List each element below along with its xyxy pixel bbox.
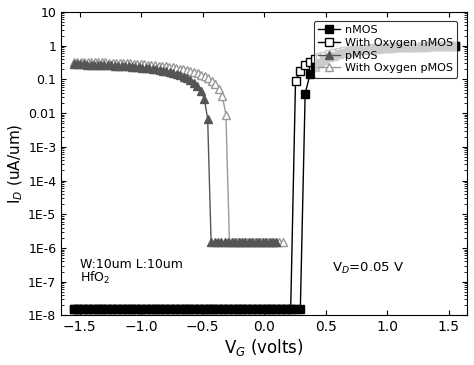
Text: HfO$_2$: HfO$_2$ <box>80 270 110 286</box>
With Oxygen pMOS <box>227 240 232 244</box>
With Oxygen pMOS <box>106 61 112 65</box>
nMOS <box>409 45 414 49</box>
pMOS <box>122 64 128 68</box>
nMOS <box>298 307 303 312</box>
With Oxygen nMOS <box>239 307 245 312</box>
With Oxygen pMOS <box>280 240 285 244</box>
With Oxygen nMOS <box>298 69 303 73</box>
pMOS <box>105 63 111 68</box>
With Oxygen pMOS <box>71 59 76 64</box>
With Oxygen pMOS <box>142 62 147 66</box>
With Oxygen nMOS <box>331 51 337 55</box>
With Oxygen nMOS <box>302 63 308 68</box>
nMOS <box>71 307 76 312</box>
nMOS <box>331 53 337 58</box>
With Oxygen nMOS <box>409 45 414 49</box>
With Oxygen pMOS <box>131 61 137 66</box>
pMOS <box>208 240 214 244</box>
nMOS <box>452 44 457 48</box>
pMOS <box>198 89 204 93</box>
With Oxygen nMOS <box>71 307 76 312</box>
With Oxygen pMOS <box>202 74 208 78</box>
nMOS <box>302 91 308 96</box>
pMOS <box>273 240 279 244</box>
With Oxygen pMOS <box>138 62 144 66</box>
Text: W:10um L:10um: W:10um L:10um <box>80 258 182 271</box>
Line: With Oxygen nMOS: With Oxygen nMOS <box>70 42 458 313</box>
Line: nMOS: nMOS <box>70 42 458 313</box>
nMOS <box>317 61 322 65</box>
pMOS <box>139 65 145 70</box>
pMOS <box>71 62 76 66</box>
Line: With Oxygen pMOS: With Oxygen pMOS <box>70 58 286 246</box>
Legend: nMOS, With Oxygen nMOS, pMOS, With Oxygen pMOS: nMOS, With Oxygen nMOS, pMOS, With Oxyge… <box>314 20 457 78</box>
nMOS <box>239 307 245 312</box>
With Oxygen nMOS <box>317 55 322 59</box>
X-axis label: V$_G$ (volts): V$_G$ (volts) <box>224 337 304 358</box>
With Oxygen pMOS <box>124 61 129 65</box>
Y-axis label: I$_D$ (uA/um): I$_D$ (uA/um) <box>7 123 25 204</box>
pMOS <box>136 65 142 69</box>
Text: V$_D$=0.05 V: V$_D$=0.05 V <box>332 261 404 276</box>
With Oxygen nMOS <box>452 44 457 48</box>
Line: pMOS: pMOS <box>70 61 280 246</box>
pMOS <box>129 65 135 69</box>
